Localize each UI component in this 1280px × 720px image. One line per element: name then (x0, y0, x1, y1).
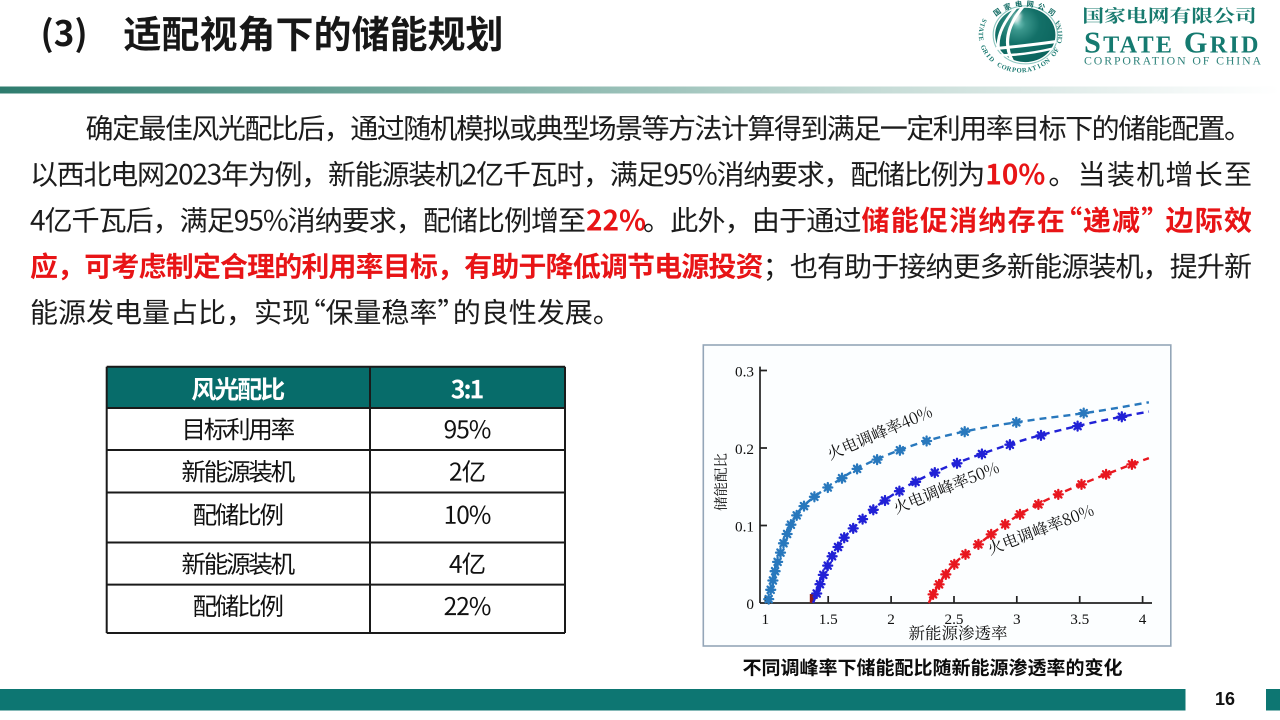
svg-text:CORPORATION OF CHINA: CORPORATION OF CHINA (1084, 53, 1263, 67)
svg-text:0.2: 0.2 (735, 441, 754, 458)
svg-text:3.5: 3.5 (1070, 611, 1089, 628)
svg-text:2.5: 2.5 (945, 611, 964, 628)
svg-text:3: 3 (1013, 611, 1021, 628)
svg-text:4: 4 (1139, 611, 1147, 628)
svg-text:0.1: 0.1 (735, 519, 754, 536)
svg-text:1: 1 (762, 611, 770, 628)
svg-text:0.3: 0.3 (735, 364, 754, 381)
svg-text:STATE GRID: STATE GRID (1084, 25, 1261, 59)
svg-text:16: 16 (1215, 689, 1235, 709)
svg-text:2: 2 (887, 611, 895, 628)
svg-text:1.5: 1.5 (819, 611, 838, 628)
svg-text:0: 0 (746, 596, 754, 613)
